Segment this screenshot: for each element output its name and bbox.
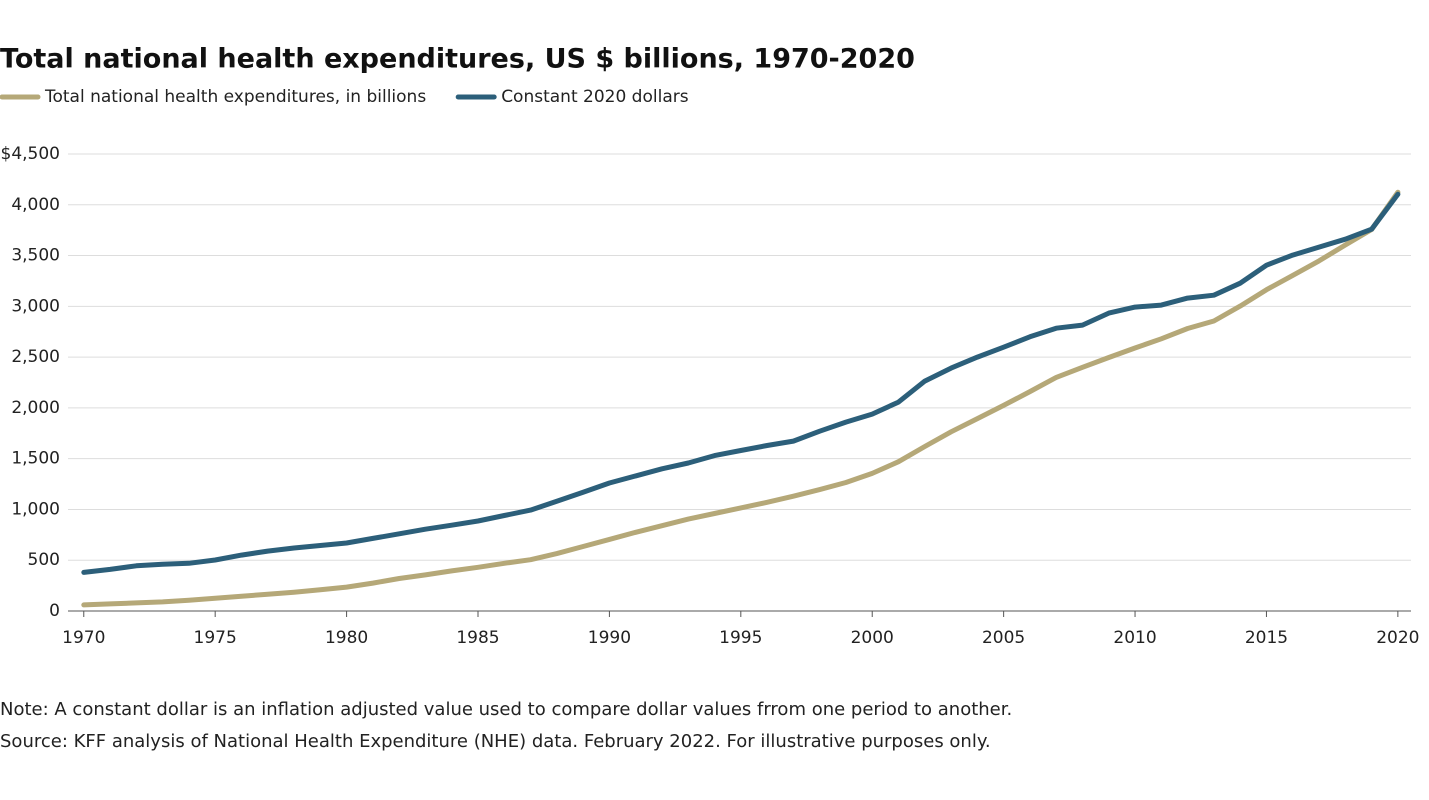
x-tick-label: 1995: [719, 628, 762, 648]
y-tick-label: 500: [28, 550, 60, 570]
x-tick-label: 2020: [1376, 628, 1419, 648]
y-tick-label: 3,000: [11, 296, 60, 316]
y-tick-label: 3,500: [11, 246, 60, 266]
y-tick-label: 1,000: [11, 499, 60, 519]
legend-label: Constant 2020 dollars: [501, 87, 689, 107]
note: Note: A constant dollar is an inflation …: [0, 699, 1012, 720]
y-tick-label: 4,000: [11, 195, 60, 215]
x-tick-label: 2005: [982, 628, 1025, 648]
x-tick-label: 1985: [456, 628, 499, 648]
chart-title: Total national health expenditures, US $…: [0, 44, 915, 75]
legend-label: Total national health expenditures, in b…: [44, 87, 426, 107]
x-tick-label: 2010: [1113, 628, 1156, 648]
x-tick-label: 1975: [194, 628, 237, 648]
x-tick-label: 1980: [325, 628, 368, 648]
x-tick-label: 1970: [62, 628, 105, 648]
line: [81, 191, 1401, 575]
y-tick-label: 2,000: [11, 398, 60, 418]
x-tick-label: 1990: [588, 628, 631, 648]
line: [81, 189, 1401, 608]
x-tick-label: 2015: [1245, 628, 1288, 648]
source: Source: KFF analysis of National Health …: [0, 731, 991, 752]
y-tick-label: 0: [49, 601, 60, 621]
y-tick-label: 1,500: [11, 449, 60, 469]
y-tick-label: 2,500: [11, 347, 60, 367]
x-tick-label: 2000: [851, 628, 894, 648]
y-tick-label: $4,500: [1, 144, 60, 164]
